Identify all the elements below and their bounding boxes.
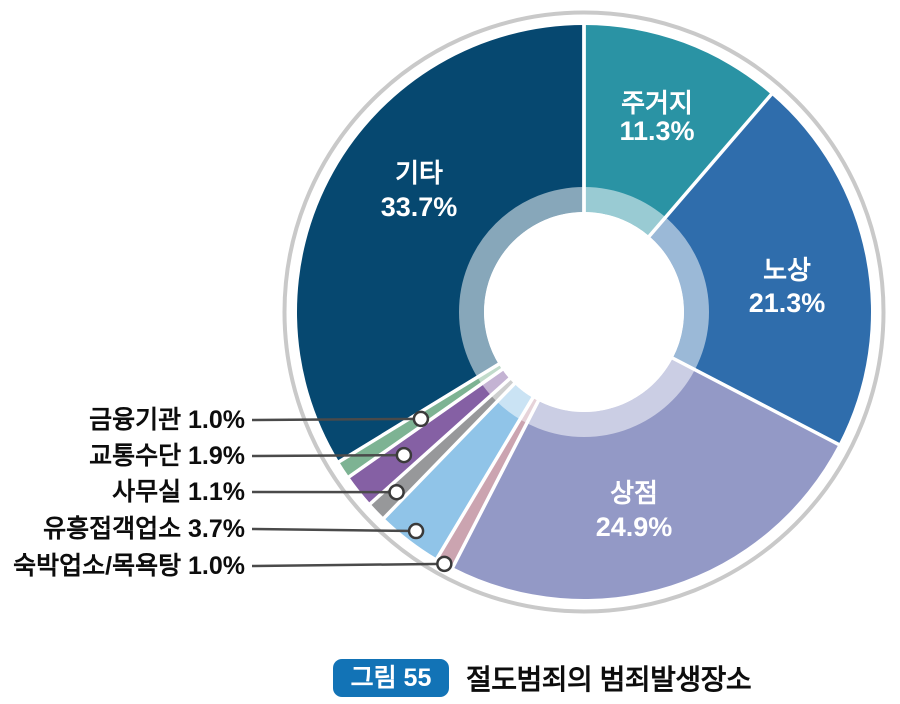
callout-label-financial-institution: 금융기관 1.0%	[89, 406, 245, 434]
slice-label-residence: 주거지	[621, 88, 693, 118]
slice-transportation	[349, 369, 510, 504]
leader-line-financial-institution	[251, 417, 421, 422]
slice-percent-store: 24.9%	[596, 512, 673, 542]
leader-line-transportation	[251, 453, 404, 458]
slice-lodging-bathhouse	[436, 397, 539, 568]
slice-separator	[380, 380, 518, 522]
slice-separator	[433, 394, 536, 562]
outer-ring	[282, 10, 886, 614]
leader-dot-lodging-bathhouse	[436, 555, 453, 573]
callout-label-transportation: 교통수단 1.9%	[89, 442, 245, 470]
slice-residence	[584, 25, 772, 237]
slice-percent-residence: 11.3%	[619, 116, 694, 146]
leader-dot-entertainment-establishment	[407, 522, 425, 540]
slice-label-others: 기타	[395, 158, 443, 188]
leader-dot-office	[388, 483, 405, 501]
slice-entertainment-establishment	[384, 383, 533, 559]
figure-title: 절도범죄의 범죄발생장소	[466, 664, 752, 695]
slice-separator	[449, 397, 542, 571]
slice-label-street: 노상	[763, 255, 811, 285]
figure-number-badge: 그림 55	[333, 659, 449, 697]
slice-percent-others: 33.7%	[381, 192, 458, 222]
slice-office	[370, 378, 515, 518]
slice-separator	[669, 355, 843, 448]
leader-dot-transportation	[395, 446, 413, 464]
callout-label-office: 사무실 1.1%	[112, 478, 245, 506]
figure-caption: 그림 55 절도범죄의 범죄발생장소	[333, 658, 752, 698]
slice-separator	[645, 91, 775, 240]
donut-hole	[484, 212, 684, 412]
leader-line-lodging-bathhouse	[251, 562, 445, 568]
slice-separator	[366, 375, 513, 507]
callout-label-entertainment-establishment: 유흥접객업소 3.7%	[43, 515, 245, 543]
slice-percent-street: 21.3%	[749, 288, 826, 318]
slice-label-store: 상점	[610, 478, 658, 508]
leader-dot-financial-institution	[412, 410, 430, 428]
leader-line-entertainment-establishment	[251, 527, 417, 533]
slice-others	[297, 25, 584, 462]
callout-label-lodging-bathhouse: 숙박업소/목욕탕 1.0%	[13, 552, 245, 580]
slice-street	[649, 94, 872, 445]
